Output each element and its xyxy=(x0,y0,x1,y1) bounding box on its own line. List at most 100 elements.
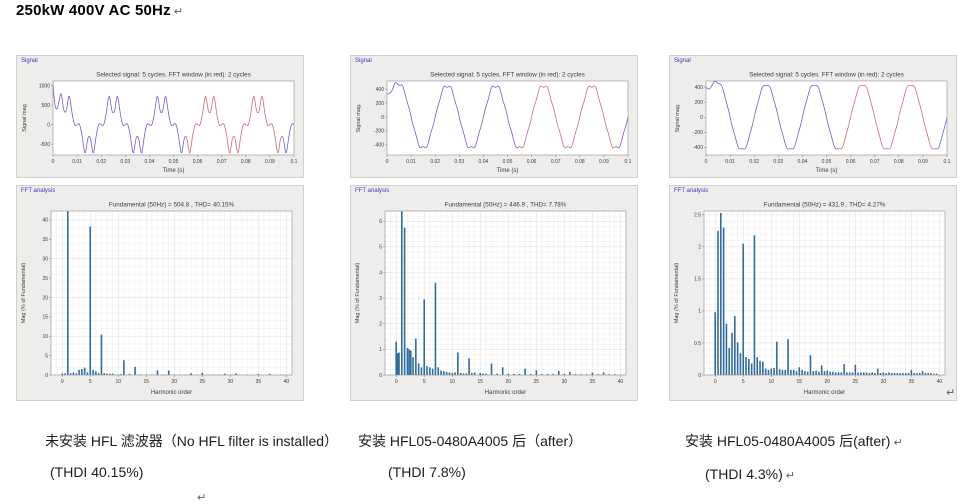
svg-text:0.08: 0.08 xyxy=(575,159,585,165)
signal-figure-window[interactable]: Signal Selected signal: 5 cycles. FFT wi… xyxy=(350,55,638,178)
svg-text:Time (s): Time (s) xyxy=(497,168,519,174)
figure-window-label: Signal xyxy=(21,58,38,64)
figure-caption: 未安装 HFL 滤波器（No HFL filter is installed） … xyxy=(16,432,339,481)
svg-text:0: 0 xyxy=(47,122,50,128)
svg-text:-400: -400 xyxy=(693,145,703,151)
svg-text:Fundamental (50Hz) = 504.8 , T: Fundamental (50Hz) = 504.8 , THD= 40.15% xyxy=(109,202,235,209)
fft-figure-window[interactable]: FFT analysis Fundamental (50Hz) = 431.9 … xyxy=(669,185,957,401)
figure-window-label: FFT analysis xyxy=(21,188,56,194)
svg-text:Fundamental (50Hz) = 446.9 , T: Fundamental (50Hz) = 446.9 , THD= 7.78% xyxy=(445,202,567,209)
svg-text:1: 1 xyxy=(698,309,701,315)
svg-text:0.03: 0.03 xyxy=(773,159,783,165)
signal-figure-window[interactable]: Signal Selected signal: 5 cycles. FFT wi… xyxy=(669,55,957,178)
svg-text:Mag (% of Fundamental): Mag (% of Fundamental) xyxy=(21,263,27,324)
figure-window-label: FFT analysis xyxy=(355,188,390,194)
caption-line-1[interactable]: 未安装 HFL 滤波器（No HFL filter is installed） xyxy=(45,433,339,449)
svg-text:5: 5 xyxy=(423,379,426,385)
fft-chart-svg: Fundamental (50Hz) = 431.9 , THD= 4.27% 0… xyxy=(674,202,946,396)
svg-text:Harmonic order: Harmonic order xyxy=(151,390,192,396)
svg-text:2.5: 2.5 xyxy=(694,213,701,219)
svg-text:-400: -400 xyxy=(374,143,384,149)
svg-text:0.05: 0.05 xyxy=(822,159,832,165)
page-title-text: 250kW 400V AC 50Hz xyxy=(16,2,171,19)
svg-text:0.1: 0.1 xyxy=(291,159,298,165)
svg-text:Signal mag.: Signal mag. xyxy=(675,103,681,133)
svg-text:0.01: 0.01 xyxy=(725,159,735,165)
figure-caption: 安装 HFL05-0480A4005 后（after） (THDI 7.8%) xyxy=(350,432,638,481)
svg-text:Signal mag: Signal mag xyxy=(22,104,28,132)
svg-text:0.5: 0.5 xyxy=(694,341,701,347)
svg-text:15: 15 xyxy=(143,379,149,385)
svg-text:2: 2 xyxy=(379,322,382,328)
svg-text:0.07: 0.07 xyxy=(870,159,880,165)
svg-text:Time (s): Time (s) xyxy=(816,168,838,174)
page-title[interactable]: 250kW 400V AC 50Hz ↵ xyxy=(16,2,183,19)
svg-text:30: 30 xyxy=(562,379,568,385)
svg-text:20: 20 xyxy=(172,379,178,385)
svg-text:0.01: 0.01 xyxy=(72,159,82,165)
svg-text:40: 40 xyxy=(42,218,48,224)
fft-figure-window[interactable]: FFT analysis Fundamental (50Hz) = 504.8 … xyxy=(16,185,304,401)
svg-text:0.06: 0.06 xyxy=(846,159,856,165)
svg-text:0.02: 0.02 xyxy=(749,159,759,165)
figure-caption: 安装 HFL05-0480A4005 后(after) ↵ (THDI 4.3%)… xyxy=(669,432,957,485)
svg-text:15: 15 xyxy=(796,379,802,385)
svg-text:Harmonic order: Harmonic order xyxy=(804,390,845,396)
svg-text:5: 5 xyxy=(45,353,48,359)
svg-text:Mag (% of Fundamental): Mag (% of Fundamental) xyxy=(674,263,680,324)
svg-text:Fundamental (50Hz) = 431.9 , T: Fundamental (50Hz) = 431.9 , THD= 4.27% xyxy=(764,202,886,209)
svg-text:0: 0 xyxy=(381,115,384,121)
svg-text:Mag (% of Fundamental): Mag (% of Fundamental) xyxy=(355,263,361,324)
svg-text:200: 200 xyxy=(376,101,385,107)
figure-column: Signal Selected signal: 5 cycles. FFT wi… xyxy=(669,55,957,485)
caption-line-2[interactable]: (THDI 40.15%) xyxy=(50,464,144,480)
svg-text:25: 25 xyxy=(42,276,48,282)
svg-text:10: 10 xyxy=(42,334,48,340)
svg-text:20: 20 xyxy=(42,295,48,301)
svg-text:Selected signal: 5 cycles. FFT: Selected signal: 5 cycles. FFT window (i… xyxy=(430,72,585,79)
svg-text:0.07: 0.07 xyxy=(217,159,227,165)
svg-text:0.03: 0.03 xyxy=(454,159,464,165)
svg-text:15: 15 xyxy=(42,315,48,321)
caption-line-1[interactable]: 安装 HFL05-0480A4005 后(after) ↵ xyxy=(685,433,903,449)
svg-text:35: 35 xyxy=(256,379,262,385)
svg-text:35: 35 xyxy=(909,379,915,385)
return-mark-icon: ↵ xyxy=(893,437,903,449)
svg-text:30: 30 xyxy=(881,379,887,385)
return-mark-icon: ↵ xyxy=(785,470,796,482)
svg-text:0.02: 0.02 xyxy=(430,159,440,165)
svg-text:0.04: 0.04 xyxy=(145,159,155,165)
svg-text:0: 0 xyxy=(714,379,717,385)
figure-window-label: Signal xyxy=(355,58,372,64)
svg-text:400: 400 xyxy=(376,87,385,93)
svg-text:35: 35 xyxy=(590,379,596,385)
fft-chart-svg: Fundamental (50Hz) = 446.9 , THD= 7.78% 0… xyxy=(355,202,627,396)
svg-text:15: 15 xyxy=(477,379,483,385)
svg-text:0.1: 0.1 xyxy=(625,159,632,165)
svg-text:35: 35 xyxy=(42,237,48,243)
svg-text:-200: -200 xyxy=(374,129,384,135)
svg-text:0.05: 0.05 xyxy=(169,159,179,165)
svg-text:10: 10 xyxy=(768,379,774,385)
svg-text:25: 25 xyxy=(534,379,540,385)
svg-text:20: 20 xyxy=(825,379,831,385)
svg-text:0.04: 0.04 xyxy=(479,159,489,165)
svg-text:0: 0 xyxy=(379,373,382,379)
svg-text:400: 400 xyxy=(695,85,704,91)
svg-text:40: 40 xyxy=(937,379,943,385)
svg-text:0: 0 xyxy=(386,159,389,165)
svg-text:0.06: 0.06 xyxy=(527,159,537,165)
caption-line-1[interactable]: 安装 HFL05-0480A4005 后（after） xyxy=(358,433,583,449)
svg-text:0.08: 0.08 xyxy=(894,159,904,165)
fft-figure-window[interactable]: FFT analysis Fundamental (50Hz) = 446.9 … xyxy=(350,185,638,401)
caption-line-2[interactable]: (THDI 4.3%) ↵ xyxy=(705,466,796,482)
svg-text:0.04: 0.04 xyxy=(798,159,808,165)
svg-text:3: 3 xyxy=(379,296,382,302)
svg-text:0: 0 xyxy=(700,115,703,121)
signal-figure-window[interactable]: Signal Selected signal: 5 cycles. FFT wi… xyxy=(16,55,304,178)
svg-text:0: 0 xyxy=(395,379,398,385)
svg-text:25: 25 xyxy=(853,379,859,385)
svg-text:Time (s): Time (s) xyxy=(163,168,185,174)
svg-text:0.1: 0.1 xyxy=(944,159,951,165)
caption-line-2[interactable]: (THDI 7.8%) xyxy=(388,464,466,480)
